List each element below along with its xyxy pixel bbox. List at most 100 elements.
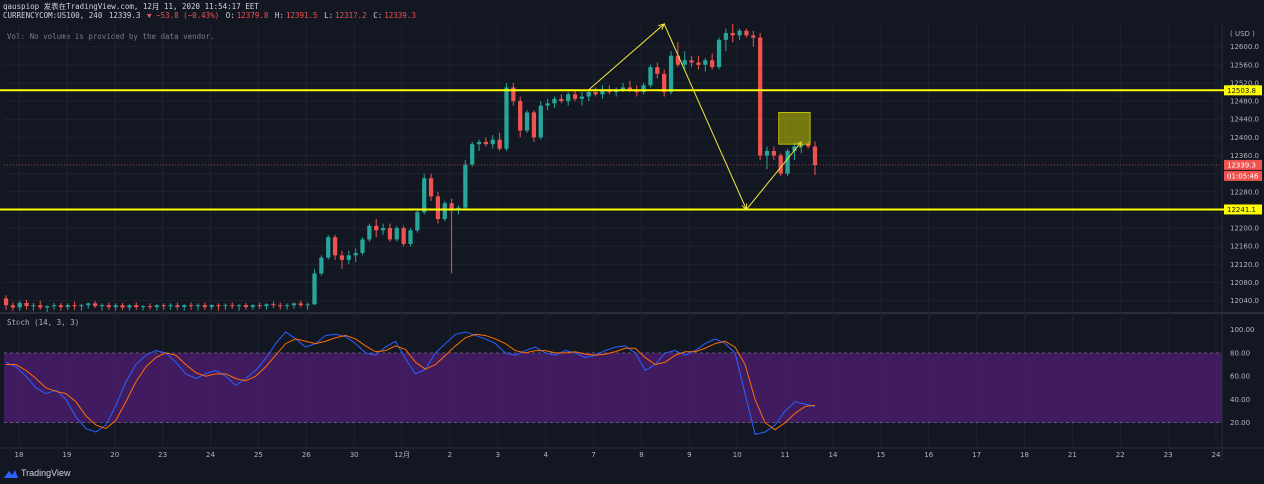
candle-body <box>545 103 550 106</box>
candle-body <box>559 98 564 102</box>
time-tick-label: 15 <box>876 451 885 459</box>
candle-body <box>257 305 262 307</box>
candle-body <box>785 150 790 174</box>
candle-body <box>524 112 530 131</box>
candle-body <box>682 60 687 65</box>
candle-body <box>435 196 441 220</box>
price-change: ▼ −53.8 (−0.43%) <box>146 11 220 20</box>
highlight-box <box>778 112 811 145</box>
candle-body <box>799 144 804 147</box>
time-tick-label: 23 <box>1164 451 1173 459</box>
candle-body <box>792 146 797 151</box>
candle-body <box>319 257 324 274</box>
candle-body <box>223 305 228 307</box>
candle-body <box>428 178 434 197</box>
last-price: 12339.3 <box>108 11 141 20</box>
candle-body <box>216 305 221 307</box>
price-tick-label: 12280.0 <box>1230 188 1259 196</box>
price-tick-label: 12160.0 <box>1230 243 1259 251</box>
tradingview-logo-icon <box>4 469 18 478</box>
candle-body <box>93 303 98 307</box>
time-tick-label: 22 <box>1116 451 1125 459</box>
candle-body <box>86 303 91 306</box>
stoch-label: Stoch (14, 3, 3) <box>7 318 80 327</box>
stoch-tick-label: 60.00 <box>1230 373 1250 381</box>
candle-body <box>291 303 297 306</box>
candle-body <box>99 305 105 307</box>
tradingview-logo[interactable]: TradingView <box>4 468 71 478</box>
candle-body <box>504 87 509 149</box>
candle-body <box>182 305 187 308</box>
candle-body <box>648 67 653 86</box>
candle-body <box>579 96 585 99</box>
currency-label: ( USD ) <box>1230 30 1255 38</box>
trend-arrowhead <box>658 23 666 30</box>
time-tick-label: 23 <box>158 451 167 459</box>
candle-body <box>51 305 57 307</box>
last-price-badge <box>1224 159 1262 170</box>
candle-body <box>31 305 36 307</box>
level-badge-label: 12241.1 <box>1227 206 1256 214</box>
candle-body <box>655 67 660 74</box>
candle-body <box>627 87 633 90</box>
candle-body <box>703 60 708 65</box>
countdown-label: 01:05:46 <box>1227 172 1259 180</box>
candle-body <box>353 253 358 256</box>
candle-body <box>367 225 372 240</box>
price-tick-label: 12560.0 <box>1230 61 1259 69</box>
candle-body <box>312 273 317 305</box>
open-label: O: <box>225 11 235 20</box>
candle-body <box>79 305 84 307</box>
time-tick-label: 24 <box>1212 451 1221 459</box>
stoch-tick-label: 40.00 <box>1230 396 1250 404</box>
candle-body <box>17 302 22 308</box>
time-tick-label: 10 <box>733 451 742 459</box>
candle-body <box>401 228 406 244</box>
level-badge <box>1224 204 1262 215</box>
candle-body <box>394 228 399 240</box>
candle-body <box>202 305 207 308</box>
candle-body <box>58 305 63 308</box>
high-value: 12391.5 <box>285 11 318 20</box>
time-tick-label: 30 <box>350 451 359 459</box>
candle-body <box>250 305 255 308</box>
candle-body <box>134 305 139 308</box>
time-tick-label: 25 <box>254 451 263 459</box>
time-tick-label: 11 <box>781 451 790 459</box>
candle-body <box>120 305 125 308</box>
time-tick-label: 3 <box>496 451 500 459</box>
candle-body <box>668 55 674 93</box>
candle-body <box>470 144 475 165</box>
candle-body <box>593 92 598 95</box>
candle-body <box>675 55 681 65</box>
price-tick-label: 12480.0 <box>1230 98 1259 106</box>
time-tick-label: 19 <box>62 451 71 459</box>
high-label: H: <box>274 11 284 20</box>
time-tick-label: 26 <box>302 451 311 459</box>
candle-body <box>147 306 153 308</box>
candle-body <box>10 305 15 308</box>
price-tick-label: 12040.0 <box>1230 297 1259 305</box>
candle-body <box>422 178 427 213</box>
candle-body <box>161 305 166 307</box>
time-tick-label: 12月 <box>394 451 410 459</box>
candle-body <box>415 212 420 231</box>
time-tick-label: 20 <box>110 451 119 459</box>
candle-body <box>332 237 338 256</box>
candle-body <box>620 87 626 90</box>
price-tick-label: 12400.0 <box>1230 134 1259 142</box>
candle-body <box>195 305 201 307</box>
stoch-tick-label: 80.00 <box>1230 349 1250 357</box>
candle-body <box>744 30 749 36</box>
candle-body <box>662 73 667 93</box>
candle-body <box>264 304 269 307</box>
stoch-tick-label: 20.00 <box>1230 419 1250 427</box>
candle-body <box>65 305 70 308</box>
candle-body <box>113 305 118 308</box>
candle-body <box>538 105 543 138</box>
time-tick-label: 7 <box>591 451 595 459</box>
trend-path <box>588 23 802 211</box>
candle-body <box>346 255 351 260</box>
volume-note: Vol: No volume is provided by the data v… <box>7 32 215 41</box>
